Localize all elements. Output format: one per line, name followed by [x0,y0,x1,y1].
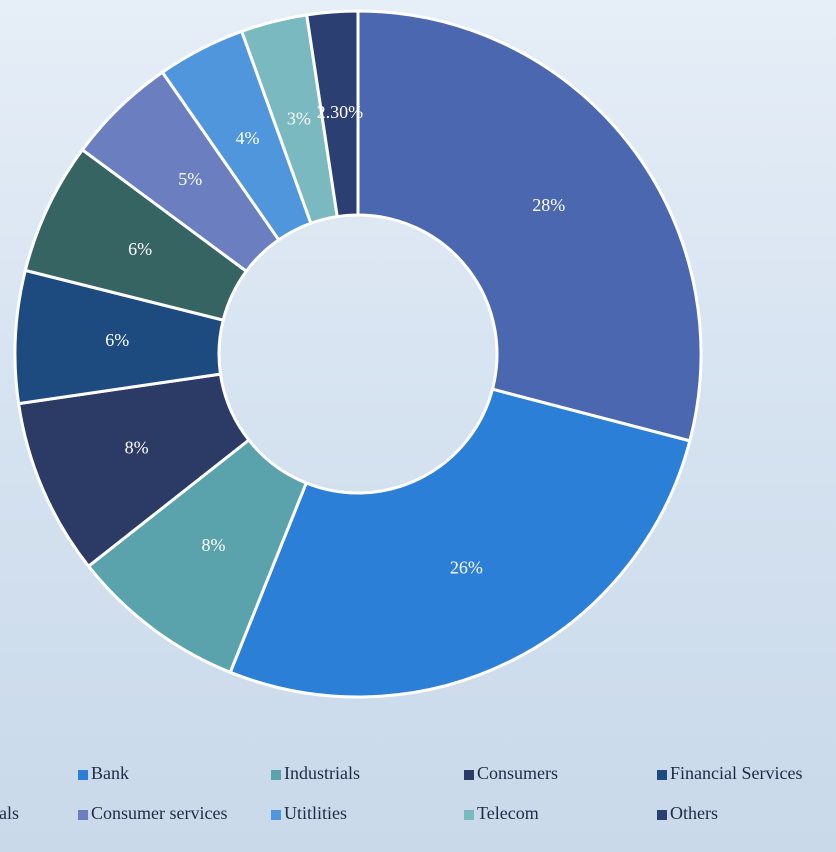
legend-label: Bank [91,763,129,783]
legend-marker [78,810,88,820]
legend-label: Industrials [284,763,360,783]
data-label: 8% [125,437,149,457]
page: 28% 26% 8% 8% 6% 6% 5% 4% 3% 2.30% Bank Industrials… [0,0,836,852]
legend-label: Telecom [477,803,539,823]
legend-label: als [0,803,19,823]
donut-slice [358,11,701,441]
legend-marker [657,810,667,820]
legend-marker [464,810,474,820]
data-label: 3% [287,108,311,128]
data-label: 2.30% [317,102,364,122]
data-label: 28% [532,195,565,215]
data-label: 6% [105,330,129,350]
legend-label: Consumers [477,763,558,783]
chart: 28% 26% 8% 8% 6% 6% 5% 4% 3% 2.30% Bank Industrials… [0,0,836,852]
legend-label: Consumer services [91,803,227,823]
legend-label: Utitlities [284,803,347,823]
donut-slice [230,389,690,697]
data-label: 26% [450,557,483,577]
legend-marker [78,770,88,780]
legend-marker [657,770,667,780]
data-label: 6% [128,239,152,259]
data-label: 5% [178,169,202,189]
legend-marker [271,810,281,820]
legend-label: Financial Services [670,763,802,783]
legend-label: Others [670,803,718,823]
data-label: 4% [236,128,260,148]
data-label: 8% [202,535,226,555]
legend-marker [271,770,281,780]
legend-marker [464,770,474,780]
